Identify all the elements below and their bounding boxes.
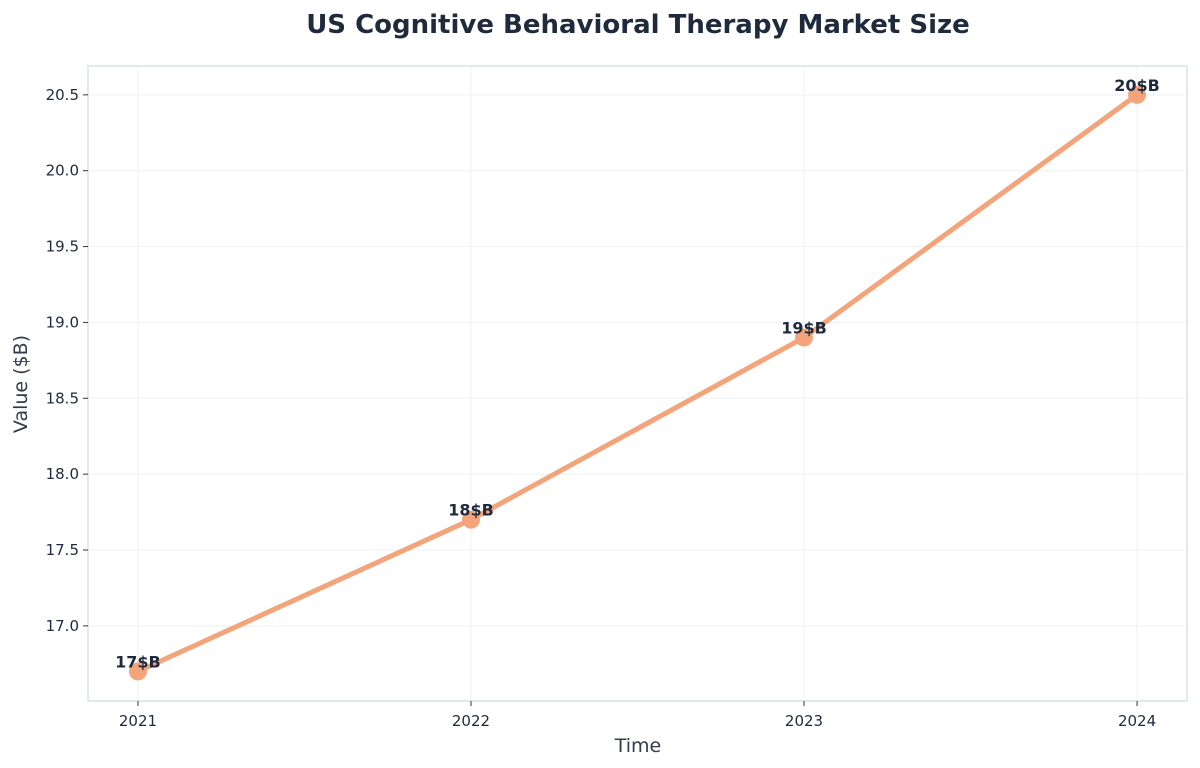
- x-tick-label: 2023: [785, 712, 823, 730]
- x-tick-label: 2022: [452, 712, 490, 730]
- plot-frame: [87, 65, 1188, 702]
- data-label: 20$B: [1114, 76, 1160, 95]
- data-points: 17$B 18$B 19$B 20$B: [115, 76, 1160, 681]
- series-line: [135, 92, 1140, 674]
- chart-title: US Cognitive Behavioral Therapy Market S…: [306, 10, 970, 40]
- x-axis-label: Time: [614, 735, 662, 757]
- y-tick-label: 19.5: [46, 238, 79, 256]
- x-axis: 2021 2022 2023 2024: [119, 701, 1156, 730]
- y-tick-label: 18.0: [46, 465, 79, 483]
- data-point: [795, 328, 814, 347]
- data-point: [128, 662, 147, 681]
- y-axis: 17.0 17.5 18.0 18.5 19.0 19.5 20.0 20.5: [46, 86, 88, 635]
- x-tick-label: 2021: [119, 712, 157, 730]
- grid: [88, 66, 1187, 701]
- data-label: 19$B: [781, 319, 827, 338]
- y-tick-label: 17.0: [46, 617, 79, 635]
- y-tick-label: 20.0: [46, 162, 79, 180]
- data-label: 17$B: [115, 652, 161, 671]
- data-label: 18$B: [448, 501, 494, 520]
- data-point: [1128, 85, 1147, 104]
- y-tick-label: 17.5: [46, 541, 79, 559]
- y-tick-label: 18.5: [46, 389, 79, 407]
- y-tick-label: 19.0: [46, 313, 79, 331]
- y-axis-label: Value ($B): [10, 335, 32, 433]
- x-tick-label: 2024: [1118, 712, 1156, 730]
- data-point: [461, 510, 480, 529]
- y-tick-label: 20.5: [46, 86, 79, 104]
